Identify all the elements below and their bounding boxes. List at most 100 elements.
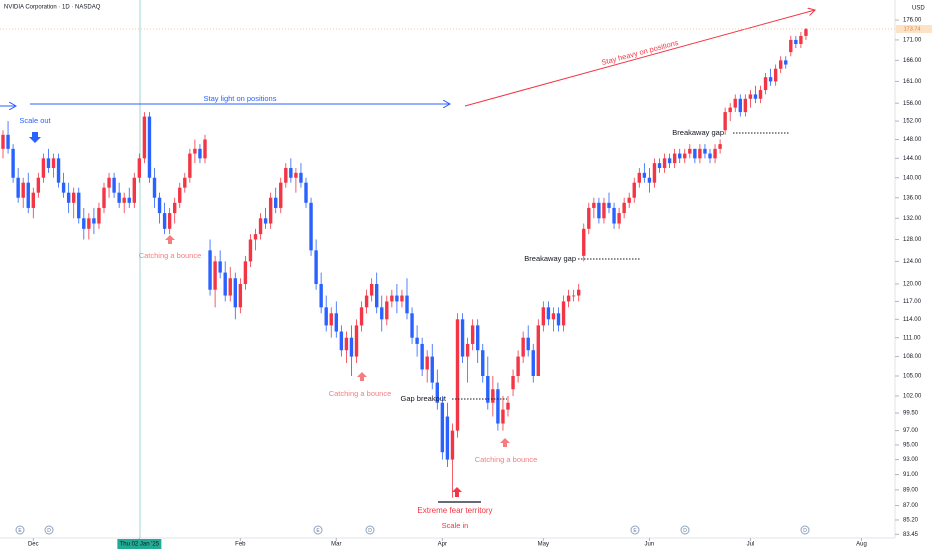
candle-body [637, 172, 641, 183]
arrow-up [452, 487, 462, 497]
candle-body [56, 158, 61, 183]
candle-body [162, 213, 167, 229]
candle-body [284, 167, 288, 183]
candle-body [223, 272, 227, 296]
event-marker [680, 525, 690, 535]
candle-body [77, 192, 81, 219]
candle-body [546, 307, 551, 320]
candle-body [460, 319, 465, 357]
y-tick-label: 89.00 [903, 487, 919, 493]
candle-body [258, 218, 263, 235]
y-tick-label: 152.00 [903, 119, 922, 125]
candle-body [465, 343, 470, 357]
candle-body [723, 112, 727, 131]
y-tick-label: 102.00 [903, 394, 922, 400]
y-tick-label: 171.00 [903, 38, 922, 44]
candle-body [688, 148, 692, 154]
candle-body [481, 350, 485, 376]
candle-body [152, 177, 157, 198]
candle-body [208, 250, 212, 290]
candle-body [314, 250, 318, 284]
candle-body [178, 187, 182, 203]
event-marker [365, 525, 375, 535]
candle-body [758, 90, 763, 99]
candle-body [455, 319, 460, 431]
candle-body [571, 295, 576, 297]
candle-body [107, 177, 111, 188]
y-tick-label: 105.00 [903, 374, 922, 380]
candle-body [415, 337, 419, 344]
y-tick-label: 148.00 [903, 137, 922, 143]
candle-body [117, 192, 121, 203]
candle-body [294, 172, 298, 178]
event-label: E [633, 528, 637, 534]
candle-body [127, 197, 131, 203]
candle-body [36, 177, 41, 193]
candle-body [491, 389, 495, 403]
candle-body [657, 163, 662, 168]
candle-body [551, 313, 556, 320]
event-marker [630, 525, 640, 535]
event-marker [800, 525, 810, 535]
candle-body [344, 337, 349, 351]
candle-body [526, 337, 530, 351]
x-tick-label: Jul [747, 542, 755, 548]
candle-body [309, 202, 313, 251]
candle-body [779, 60, 783, 69]
candle-body [11, 148, 15, 178]
candle-body [718, 144, 722, 149]
candle-body [743, 98, 748, 113]
candle-body [445, 416, 450, 460]
arrow-up [357, 372, 367, 381]
candle-body [486, 375, 490, 403]
candle-body [501, 409, 505, 424]
candle-body [41, 158, 46, 178]
candle-body [511, 375, 515, 390]
y-tick-label: 176.00 [903, 18, 922, 24]
y-tick-label: 95.00 [903, 443, 919, 449]
candle-body [51, 158, 56, 168]
candle-body [592, 202, 596, 208]
event-label: D [47, 528, 51, 534]
candle-body [193, 148, 197, 154]
y-tick-label: 93.00 [903, 457, 919, 463]
candle-body [799, 35, 803, 44]
candle-body [738, 98, 742, 113]
candle-body [364, 295, 369, 308]
candle-body [587, 207, 591, 229]
candle-body [213, 261, 217, 290]
arrow-down [29, 132, 41, 143]
annotation: Extreme fear territory [417, 506, 492, 515]
candle-body [748, 94, 753, 99]
arrow-up [165, 235, 175, 244]
candle-body [112, 177, 116, 193]
y-tick-label: 83.45 [903, 532, 919, 538]
y-tick-label: 111.00 [903, 335, 921, 341]
annotation: Scale in [442, 521, 469, 530]
candle-body [768, 77, 773, 82]
candle-body [268, 197, 273, 224]
y-tick-label: 99.50 [903, 411, 919, 417]
candle-body [87, 218, 91, 229]
candle-body [122, 197, 126, 203]
annotation: Catching a bounce [329, 389, 392, 398]
candle-body [607, 202, 611, 208]
x-tick-label: Apr [438, 542, 447, 548]
candle-body [248, 239, 253, 262]
candle-body [662, 158, 667, 168]
candle-body [243, 261, 248, 284]
y-tick-label: 85.20 [903, 518, 919, 524]
candle-body [632, 182, 636, 198]
candle-body [536, 325, 540, 376]
candle-body [349, 337, 354, 357]
candle-body [390, 295, 394, 302]
event-label: D [683, 528, 687, 534]
candle-body [420, 343, 424, 370]
y-tick-label: 87.00 [903, 503, 919, 509]
candle-body [299, 172, 303, 183]
y-tick-label: 128.00 [903, 237, 922, 243]
candle-body [253, 234, 258, 240]
candle-body [647, 177, 652, 183]
candle-body [395, 295, 399, 302]
